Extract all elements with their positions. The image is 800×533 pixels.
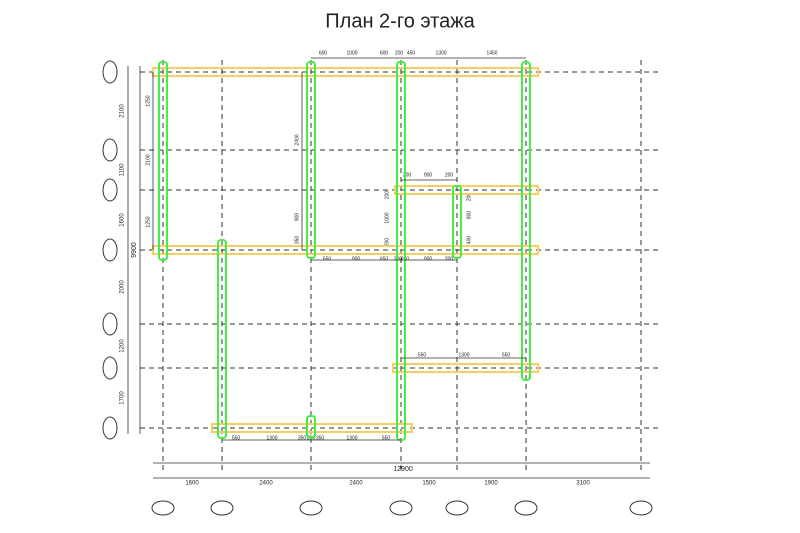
dimension-label: 550 <box>502 352 511 358</box>
wall <box>217 239 227 439</box>
dimension-label: 1450 <box>486 50 497 56</box>
dimension-label: 350 <box>298 435 307 441</box>
dimension-label: 600 <box>319 50 328 56</box>
dimension-label: 1000 <box>384 212 390 223</box>
dimension-label: 1600 <box>120 213 126 227</box>
dimension-label: 2100 <box>120 104 126 118</box>
dimension-label: 1700 <box>120 391 126 405</box>
dimension-label: 1250 <box>145 95 151 106</box>
axis-bubble <box>151 500 175 516</box>
dimension-label: 2400 <box>349 481 363 487</box>
dimension-label: 2400 <box>294 134 300 145</box>
wall <box>158 61 168 261</box>
axis-bubble <box>102 178 118 202</box>
dimension-label: 200 <box>384 238 390 247</box>
wall <box>211 423 413 433</box>
dimension-label: 200 <box>395 50 404 56</box>
dimension-label: 900 <box>352 256 361 262</box>
dimension-label: 800 <box>466 211 472 220</box>
dimension-label: 200 <box>445 256 454 262</box>
axis-bubble <box>210 500 234 516</box>
dimension-label: 200 <box>466 193 472 202</box>
dimension-label: 350 <box>294 236 300 245</box>
axis-bubble <box>102 238 118 262</box>
dimension-label: 1600 <box>185 481 199 487</box>
wall <box>392 363 539 373</box>
dimension-label: 350 <box>316 435 325 441</box>
axis-bubble <box>514 500 538 516</box>
dimension-label: 900 <box>424 172 433 178</box>
dimension-label: 200 <box>394 256 403 262</box>
dimension-label: 9900 <box>131 242 138 258</box>
dimension-label: 1500 <box>422 481 436 487</box>
wall <box>452 185 462 259</box>
wall <box>521 61 531 381</box>
wall <box>306 61 316 259</box>
dimension-label: 1000 <box>346 50 357 56</box>
wall <box>306 415 316 439</box>
wall <box>394 185 539 195</box>
axis-bubble <box>102 138 118 162</box>
dimension-label: 600 <box>380 50 389 56</box>
dimension-label: 650 <box>323 256 332 262</box>
dimension-label: 3100 <box>576 481 590 487</box>
dimension-label: 1300 <box>435 50 446 56</box>
dimension-label: 2000 <box>120 280 126 294</box>
dimension-label: 900 <box>294 213 300 222</box>
dimension-label: 2400 <box>259 481 273 487</box>
axis-bubble <box>389 500 413 516</box>
dimension-label: 200 <box>445 172 454 178</box>
axis-bubble <box>445 500 469 516</box>
dimension-label: 1250 <box>145 216 151 227</box>
dimension-label: 1300 <box>346 435 357 441</box>
wall <box>152 245 539 255</box>
dimension-label: 1100 <box>120 163 126 177</box>
dimension-label: 12900 <box>393 466 413 473</box>
axis-bubble <box>102 60 118 84</box>
dimension-label: 650 <box>380 256 389 262</box>
dimension-label: 550 <box>418 352 427 358</box>
walls <box>152 61 539 441</box>
dimension-label: 450 <box>407 50 416 56</box>
dimension-label: 200 <box>403 172 412 178</box>
dimension-label: 550 <box>382 435 391 441</box>
axis-bubble <box>102 312 118 336</box>
dimension-label: 400 <box>466 236 472 245</box>
dimension-label: 1900 <box>484 481 498 487</box>
dimension-lines <box>127 57 650 479</box>
axis-bubble <box>102 356 118 380</box>
wall <box>152 67 539 77</box>
axis-bubble <box>102 416 118 440</box>
dimension-label: 2100 <box>145 154 151 165</box>
dimension-label: 900 <box>424 256 433 262</box>
dimension-label: 1200 <box>120 339 126 353</box>
dimension-label: 1300 <box>266 435 277 441</box>
dimension-label: 200 <box>384 191 390 200</box>
axis-bubble <box>299 500 323 516</box>
axis-bubble <box>629 500 653 516</box>
dimension-label: 1300 <box>458 352 469 358</box>
title: План 2-го этажа <box>325 10 475 32</box>
dimension-label: 550 <box>232 435 241 441</box>
